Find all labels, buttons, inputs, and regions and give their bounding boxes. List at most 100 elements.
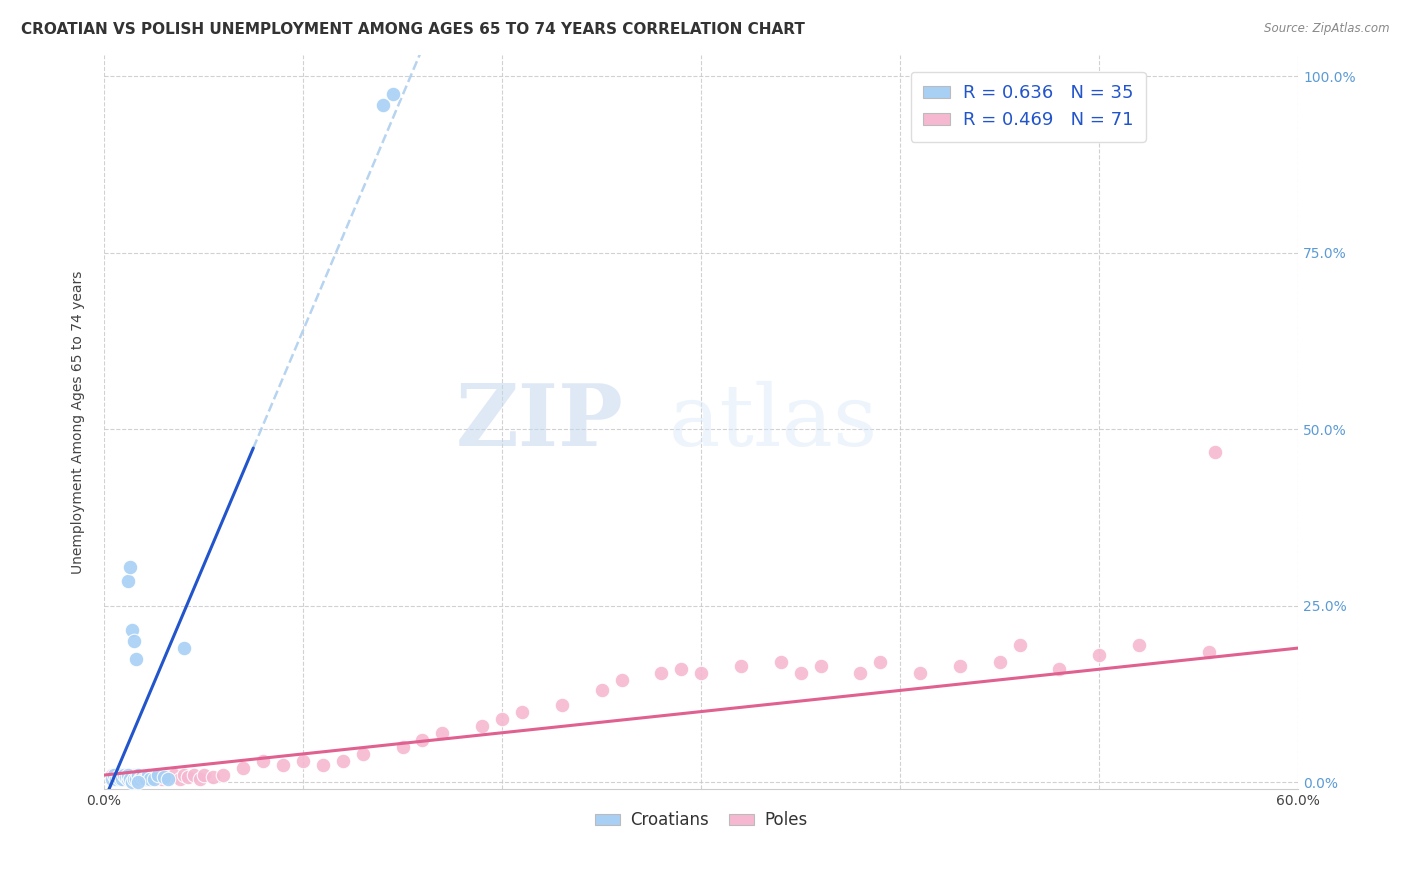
Point — [173, 641, 195, 656]
Point — [202, 770, 225, 784]
Point — [391, 739, 413, 754]
Point — [111, 772, 134, 786]
Point — [146, 768, 169, 782]
Text: atlas: atlas — [668, 381, 877, 464]
Point — [118, 772, 141, 786]
Point — [1204, 445, 1226, 459]
Point — [671, 662, 693, 676]
Point — [103, 768, 125, 782]
Point — [908, 665, 931, 680]
Point — [115, 770, 138, 784]
Point — [111, 772, 134, 786]
Point — [1049, 662, 1071, 676]
Text: CROATIAN VS POLISH UNEMPLOYMENT AMONG AGES 65 TO 74 YEARS CORRELATION CHART: CROATIAN VS POLISH UNEMPLOYMENT AMONG AG… — [21, 22, 806, 37]
Point — [145, 772, 167, 786]
Point — [146, 770, 169, 784]
Point — [107, 770, 129, 784]
Point — [117, 574, 139, 588]
Point — [152, 768, 174, 782]
Point — [232, 761, 254, 775]
Point — [125, 772, 148, 786]
Point — [131, 770, 153, 784]
Point — [1088, 648, 1111, 662]
Point — [252, 754, 274, 768]
Point — [125, 651, 148, 665]
Point — [163, 768, 186, 782]
Point — [122, 634, 145, 648]
Point — [136, 768, 159, 782]
Point — [101, 772, 124, 786]
Point — [510, 705, 533, 719]
Point — [271, 757, 294, 772]
Point — [125, 772, 148, 786]
Point — [849, 665, 872, 680]
Point — [183, 768, 205, 782]
Point — [332, 754, 354, 768]
Point — [156, 770, 179, 784]
Point — [132, 772, 155, 786]
Point — [988, 655, 1011, 669]
Point — [104, 772, 127, 786]
Point — [949, 658, 972, 673]
Legend: Croatians, Poles: Croatians, Poles — [589, 805, 814, 836]
Point — [149, 768, 172, 782]
Point — [312, 757, 335, 772]
Point — [118, 772, 141, 786]
Point — [156, 772, 179, 786]
Point — [115, 772, 138, 786]
Point — [176, 770, 198, 784]
Point — [142, 768, 165, 782]
Point — [127, 775, 149, 789]
Point — [142, 772, 165, 786]
Point — [212, 768, 235, 782]
Point — [128, 772, 150, 786]
Point — [169, 772, 191, 786]
Y-axis label: Unemployment Among Ages 65 to 74 years: Unemployment Among Ages 65 to 74 years — [72, 270, 86, 574]
Point — [117, 768, 139, 782]
Point — [136, 768, 159, 782]
Point — [131, 770, 153, 784]
Point — [104, 770, 127, 784]
Point — [121, 770, 143, 784]
Point — [127, 768, 149, 782]
Point — [107, 772, 129, 786]
Point — [103, 772, 125, 786]
Point — [127, 768, 149, 782]
Point — [188, 772, 211, 786]
Point — [117, 768, 139, 782]
Point — [411, 732, 433, 747]
Point — [117, 772, 139, 786]
Point — [381, 87, 404, 101]
Point — [108, 768, 131, 782]
Point — [152, 770, 174, 784]
Point — [371, 97, 394, 112]
Point — [491, 712, 513, 726]
Point — [1198, 644, 1220, 658]
Point — [591, 683, 613, 698]
Point — [650, 665, 672, 680]
Point — [122, 772, 145, 786]
Point — [769, 655, 792, 669]
Point — [135, 772, 157, 786]
Point — [128, 772, 150, 786]
Point — [121, 624, 143, 638]
Text: ZIP: ZIP — [456, 380, 623, 464]
Point — [112, 768, 135, 782]
Point — [150, 772, 173, 786]
Point — [108, 772, 131, 786]
Point — [101, 768, 124, 782]
Point — [730, 658, 752, 673]
Point — [610, 673, 633, 687]
Point — [1128, 638, 1150, 652]
Point — [132, 768, 155, 782]
Point — [141, 770, 163, 784]
Point — [352, 747, 374, 761]
Point — [292, 754, 315, 768]
Point — [869, 655, 891, 669]
Point — [810, 658, 832, 673]
Point — [139, 772, 162, 786]
Point — [121, 775, 143, 789]
Point — [471, 719, 494, 733]
Point — [108, 768, 131, 782]
Point — [1008, 638, 1031, 652]
